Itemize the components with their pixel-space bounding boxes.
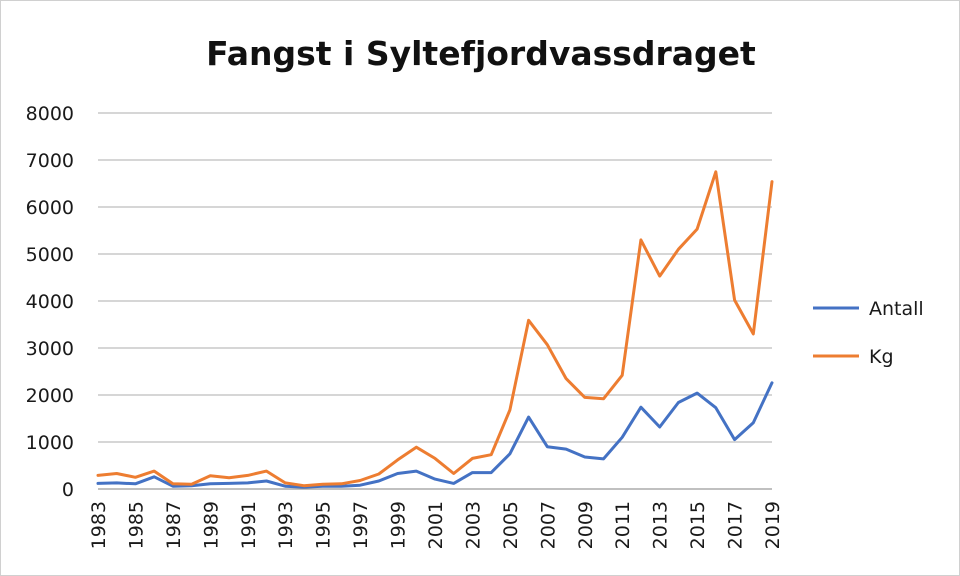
legend-label: Antall [869,298,924,320]
x-tick-label: 2011 [612,501,634,549]
y-axis-ticks: 0 1000 2000 3000 4000 5000 6000 7000 8000 [26,103,74,501]
y-tick-label: 8000 [26,103,74,125]
x-tick-label: 2017 [725,501,747,549]
gridlines [98,112,772,490]
legend-label: Kg [869,346,894,368]
y-tick-label: 1000 [26,432,74,454]
x-tick-label: 1987 [163,501,185,549]
x-tick-label: 2013 [650,501,672,549]
x-tick-label: 1999 [388,501,410,549]
chart-title: Fangst i Syltefjordvassdraget [206,34,756,73]
x-tick-label: 2015 [687,501,709,549]
x-tick-label: 1991 [238,501,260,549]
x-tick-label: 2005 [500,501,522,549]
y-tick-label: 6000 [26,197,74,219]
x-tick-label: 2001 [425,501,447,549]
x-tick-label: 2019 [762,501,784,549]
y-tick-label: 3000 [26,338,74,360]
y-tick-label: 7000 [26,150,74,172]
y-tick-label: 4000 [26,291,74,313]
legend: Antall Kg [813,298,924,368]
y-tick-label: 5000 [26,244,74,266]
series-lines [96,170,774,489]
y-tick-label: 0 [62,479,74,501]
y-tick-label: 2000 [26,385,74,407]
series-line-kg [96,170,774,488]
x-tick-label: 1997 [350,501,372,549]
x-tick-label: 2003 [462,501,484,549]
series-line-antall [96,381,774,489]
x-tick-label: 1993 [275,501,297,549]
x-tick-label: 2007 [537,501,559,549]
x-tick-label: 2009 [575,501,597,549]
x-axis-ticks: 1983 1985 1987 1989 1991 1993 1995 1997 1999 2001… [88,501,784,549]
x-tick-label: 1989 [200,501,222,549]
x-tick-label: 1995 [313,501,335,549]
x-tick-label: 1983 [88,501,110,549]
x-tick-label: 1985 [125,501,147,549]
